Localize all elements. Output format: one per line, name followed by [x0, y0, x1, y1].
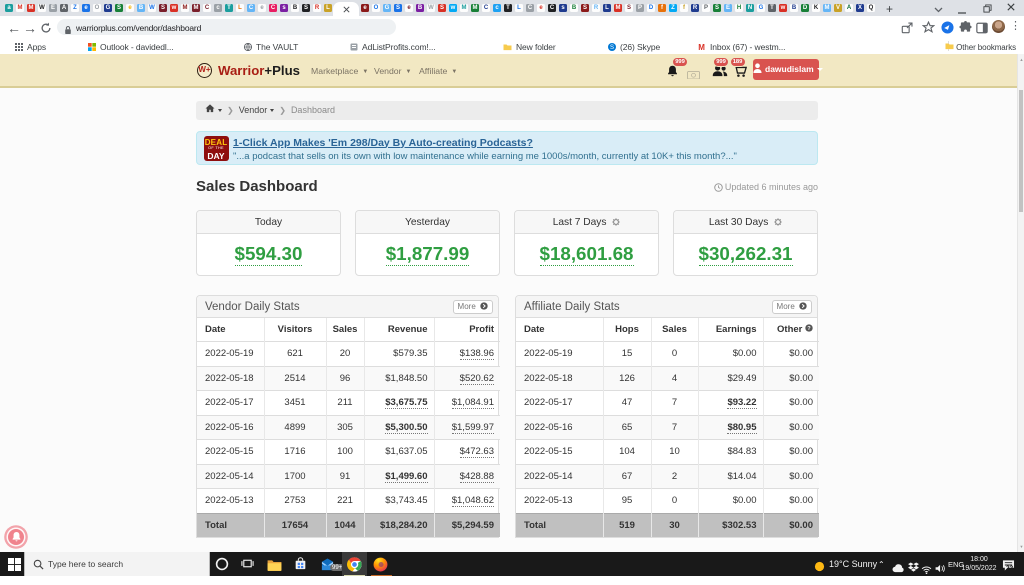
svg-text:M: M	[698, 43, 705, 51]
svg-text:?: ?	[807, 326, 811, 332]
svg-text:S: S	[610, 45, 614, 51]
